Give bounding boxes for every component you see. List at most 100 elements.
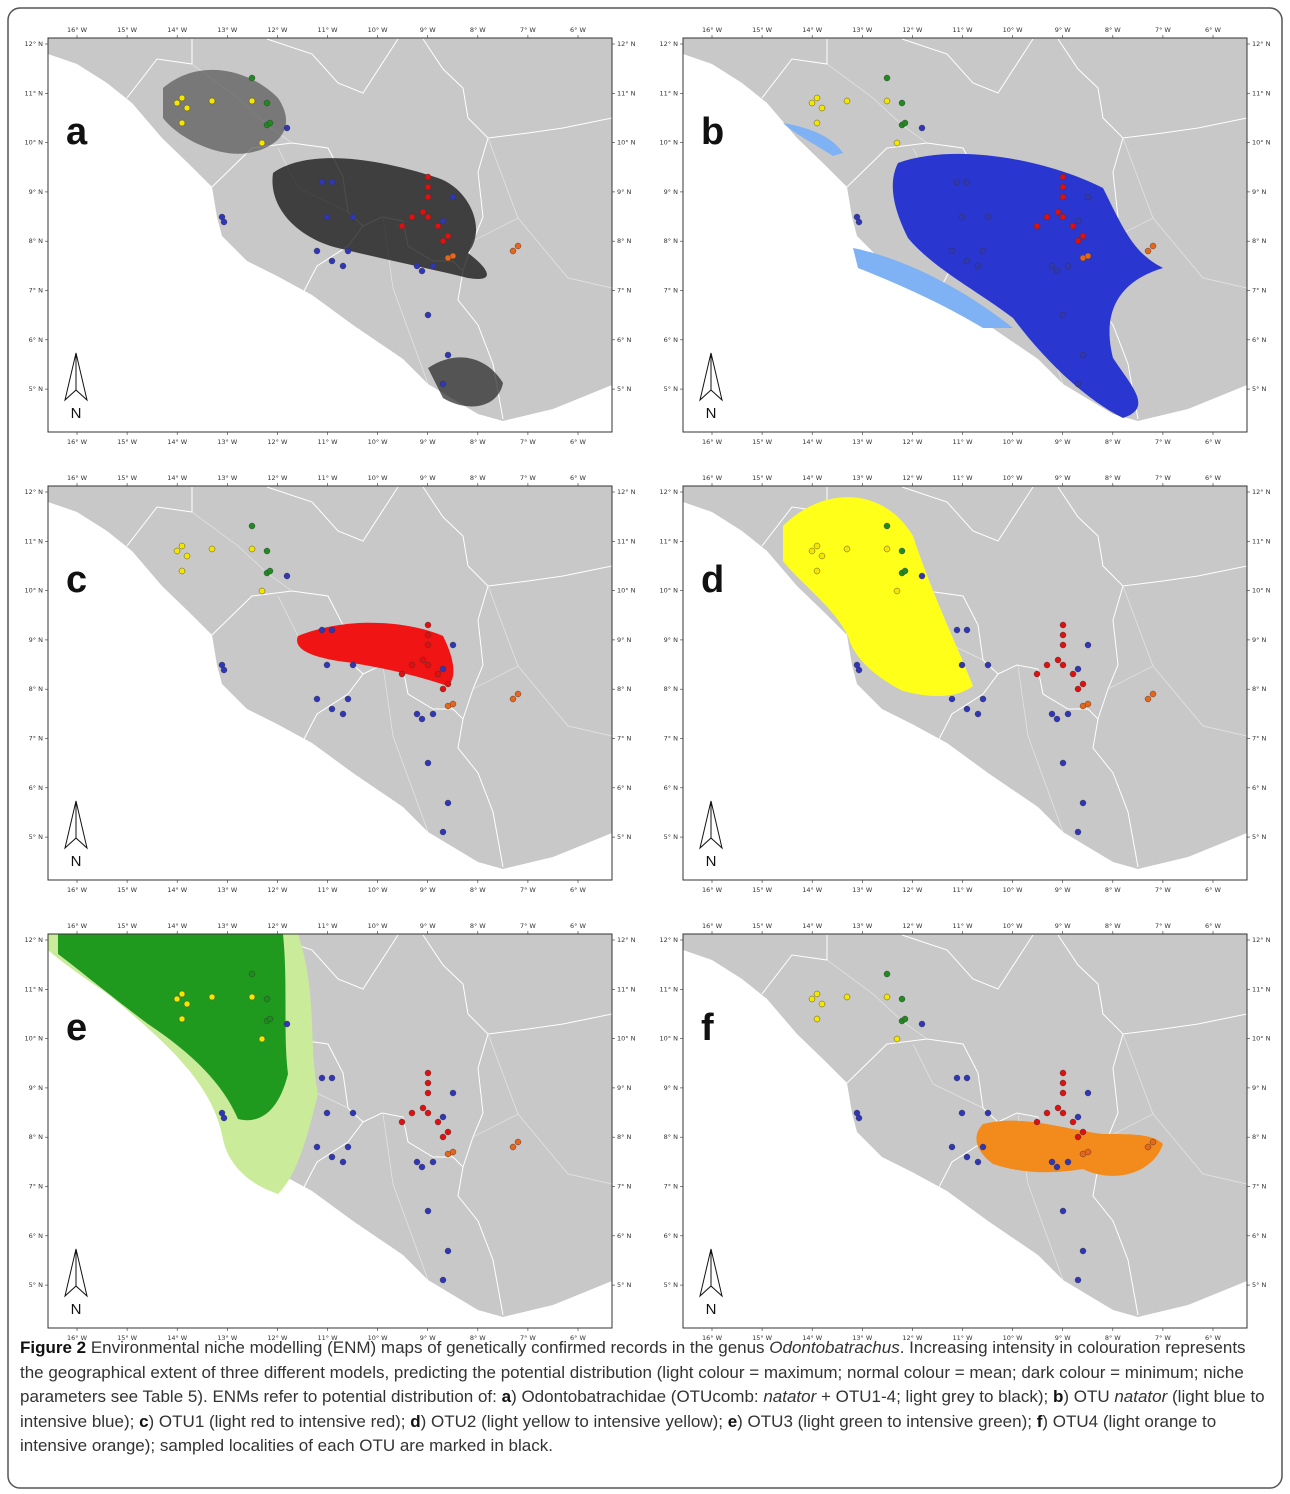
x-tick-label: 6° W <box>1205 26 1221 34</box>
x-tick-label: 10° W <box>368 922 389 930</box>
caption-bold: e <box>727 1411 738 1431</box>
x-tick-label: 15° W <box>752 922 773 930</box>
x-tick-label: 15° W <box>117 438 138 446</box>
y-tick-label: 12° N <box>660 936 679 944</box>
x-tick-label: 10° W <box>368 1334 389 1342</box>
y-tick-label: 11° N <box>617 985 636 993</box>
x-tick-label: 15° W <box>117 26 138 34</box>
x-tick-label: 14° W <box>167 886 188 894</box>
caption-text: ) OTU <box>1063 1387 1115 1407</box>
x-tick-label: 10° W <box>368 886 389 894</box>
y-tick-label: 9° N <box>664 1084 678 1092</box>
y-tick-label: 11° N <box>1252 537 1271 545</box>
map-panel: 16° W 16° W 15° W 15° W 14° W 14° W 13° W 13° W… <box>25 26 636 446</box>
x-tick-label: 14° W <box>802 26 823 34</box>
x-tick-label: 13° W <box>217 886 238 894</box>
x-tick-label: 12° W <box>267 1334 288 1342</box>
y-tick-label: 11° N <box>660 89 679 97</box>
x-tick-label: 13° W <box>217 474 238 482</box>
y-tick-label: 10° N <box>1252 587 1271 595</box>
map-panel: 16° W 16° W 15° W 15° W 14° W 14° W 13° W 13° W… <box>25 474 636 894</box>
y-tick-label: 10° N <box>1252 139 1271 147</box>
y-tick-label: 9° N <box>29 188 43 196</box>
y-tick-label: 5° N <box>1252 1281 1266 1289</box>
caption-italic: Odontobatrachus <box>769 1338 900 1357</box>
x-tick-label: 13° W <box>852 1334 873 1342</box>
map-body <box>683 934 1247 1328</box>
map-frame <box>47 37 613 433</box>
y-tick-label: 8° N <box>664 237 678 245</box>
x-tick-label: 8° W <box>1105 1334 1121 1342</box>
x-tick-label: 12° W <box>267 922 288 930</box>
y-tick-label: 6° N <box>29 336 43 344</box>
map-panel: 16° W 16° W 15° W 15° W 14° W 14° W 13° W 13° W… <box>660 922 1271 1342</box>
panel-letter: f <box>701 1007 714 1049</box>
y-tick-label: 10° N <box>660 587 679 595</box>
y-tick-label: 6° N <box>664 784 678 792</box>
caption-text: ) OTU2 (light yellow to intensive yellow… <box>420 1411 728 1431</box>
panel-letter: d <box>701 559 724 601</box>
x-tick-label: 9° W <box>420 26 436 34</box>
x-tick-label: 10° W <box>1003 26 1024 34</box>
x-tick-label: 15° W <box>117 886 138 894</box>
x-tick-label: 16° W <box>67 922 88 930</box>
north-arrow <box>710 800 723 850</box>
x-tick-label: 16° W <box>67 1334 88 1342</box>
x-tick-label: 13° W <box>217 1334 238 1342</box>
y-tick-label: 10° N <box>660 139 679 147</box>
x-tick-label: 6° W <box>570 922 586 930</box>
y-tick-label: 9° N <box>617 1084 631 1092</box>
y-tick-label: 5° N <box>1252 833 1266 841</box>
x-tick-label: 12° W <box>902 26 923 34</box>
y-tick-label: 8° N <box>1252 237 1266 245</box>
map-frame <box>682 933 1248 1329</box>
x-tick-label: 9° W <box>1055 438 1071 446</box>
map-body <box>683 486 1247 880</box>
y-tick-label: 9° N <box>1252 188 1266 196</box>
y-tick-label: 8° N <box>1252 1133 1266 1141</box>
y-tick-label: 5° N <box>617 833 631 841</box>
map-body <box>683 38 1247 432</box>
x-tick-label: 10° W <box>368 26 389 34</box>
y-tick-label: 7° N <box>29 287 43 295</box>
x-tick-label: 7° W <box>1155 1334 1171 1342</box>
x-tick-label: 6° W <box>1205 886 1221 894</box>
y-tick-label: 7° N <box>664 1183 678 1191</box>
y-tick-label: 12° N <box>1252 488 1271 496</box>
x-tick-label: 15° W <box>752 438 773 446</box>
x-tick-label: 16° W <box>702 438 723 446</box>
x-tick-label: 6° W <box>1205 474 1221 482</box>
north-label: N <box>706 853 717 870</box>
y-tick-label: 7° N <box>1252 287 1266 295</box>
caption-text: + OTU1-4; light grey to black); <box>816 1387 1053 1407</box>
y-tick-label: 8° N <box>617 1133 631 1141</box>
map-panel: 16° W 16° W 15° W 15° W 14° W 14° W 13° W 13° W… <box>660 26 1271 446</box>
x-tick-label: 16° W <box>702 922 723 930</box>
x-tick-label: 7° W <box>520 886 536 894</box>
x-tick-label: 9° W <box>420 886 436 894</box>
x-tick-label: 10° W <box>1003 474 1024 482</box>
x-tick-label: 15° W <box>752 886 773 894</box>
x-tick-label: 6° W <box>570 438 586 446</box>
x-tick-label: 14° W <box>802 1334 823 1342</box>
x-tick-label: 10° W <box>368 474 389 482</box>
map-body <box>48 38 612 432</box>
y-tick-label: 11° N <box>25 985 44 993</box>
y-tick-label: 6° N <box>617 336 631 344</box>
x-tick-label: 7° W <box>520 922 536 930</box>
y-tick-label: 7° N <box>664 735 678 743</box>
x-tick-label: 7° W <box>520 26 536 34</box>
x-tick-label: 11° W <box>952 922 973 930</box>
x-tick-label: 15° W <box>752 1334 773 1342</box>
x-tick-label: 6° W <box>570 26 586 34</box>
y-tick-label: 12° N <box>617 488 636 496</box>
x-tick-label: 7° W <box>1155 886 1171 894</box>
y-tick-label: 8° N <box>1252 685 1266 693</box>
x-tick-label: 13° W <box>217 922 238 930</box>
x-tick-label: 15° W <box>752 26 773 34</box>
y-tick-label: 7° N <box>29 1183 43 1191</box>
map-frame <box>682 485 1248 881</box>
x-tick-label: 11° W <box>317 1334 338 1342</box>
x-tick-label: 8° W <box>470 474 486 482</box>
